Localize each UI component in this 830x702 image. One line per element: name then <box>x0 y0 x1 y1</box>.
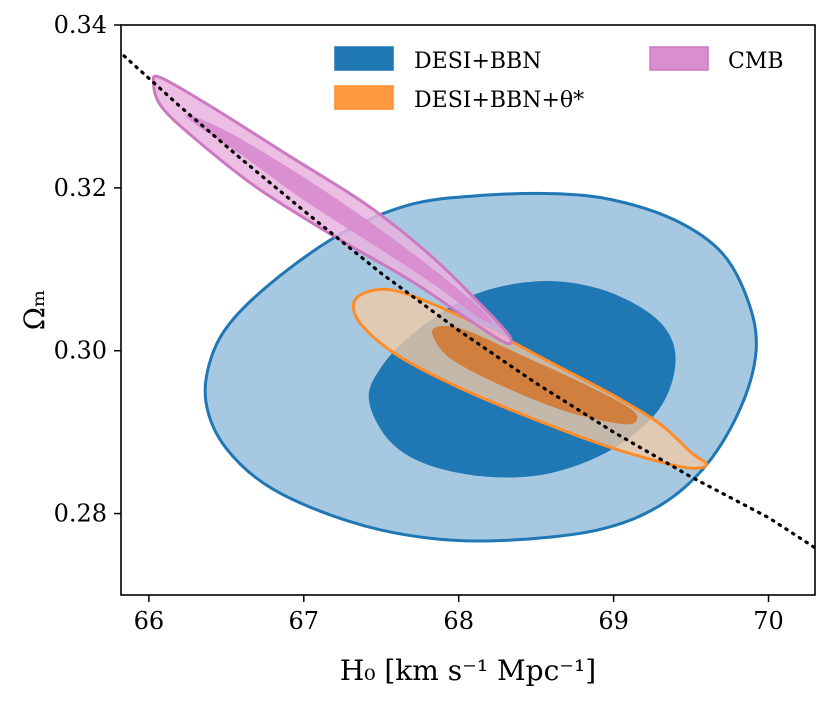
x-tick-label: 66 <box>134 607 165 635</box>
x-ticks: 66 67 68 69 70 <box>134 595 784 635</box>
legend-swatch-cmb <box>649 46 709 71</box>
x-axis-label: H₀ [km s⁻¹ Mpc⁻¹] <box>340 654 596 687</box>
contour-layer <box>151 74 758 543</box>
x-tick-label: 70 <box>753 607 784 635</box>
x-tick-label: 67 <box>289 607 320 635</box>
x-tick-label: 69 <box>598 607 629 635</box>
degeneracy-line-layer <box>122 54 817 550</box>
y-tick-label: 0.30 <box>54 337 107 365</box>
y-tick-label: 0.32 <box>54 174 107 202</box>
contour-cmb-inner <box>185 114 492 324</box>
x-tick-label: 68 <box>443 607 474 635</box>
legend-swatch-desi-bbn <box>334 46 394 71</box>
contour-desi-bbn-theta-inner <box>431 325 638 425</box>
y-ticks: 0.28 0.30 0.32 0.34 <box>54 11 121 528</box>
plot-frame <box>120 24 816 596</box>
legend-label-desi-bbn: DESI+BBN <box>414 49 541 74</box>
y-tick-label: 0.34 <box>54 11 107 39</box>
degeneracy-line <box>122 54 817 550</box>
legend-label-desi-bbn-theta: DESI+BBN+θ* <box>414 88 584 113</box>
legend-swatch-desi-bbn-theta <box>334 85 394 110</box>
y-tick-label: 0.28 <box>54 500 107 528</box>
legend: DESI+BBN DESI+BBN+θ* CMB <box>334 46 784 113</box>
legend-label-cmb: CMB <box>728 49 784 74</box>
y-axis-label: Ωₘ <box>18 290 51 330</box>
